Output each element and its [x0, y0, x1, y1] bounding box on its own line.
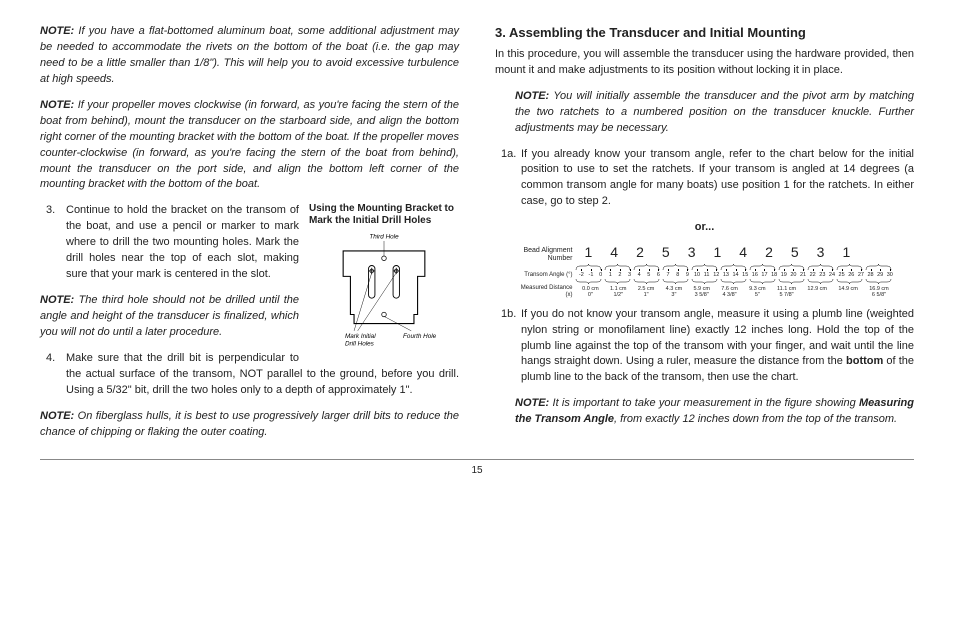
note-b: NOTE: It is important to take your measu…: [495, 396, 914, 428]
page-columns: NOTE: If you have a flat-bottomed alumin…: [40, 24, 914, 460]
note-a: NOTE: You will initially assemble the tr…: [495, 89, 914, 137]
left-column: NOTE: If you have a flat-bottomed alumin…: [40, 24, 459, 451]
right-steps-2: 1b.If you do not know your transom angle…: [495, 307, 914, 387]
intro-para: In this procedure, you will assemble the…: [495, 47, 914, 79]
note-1: NOTE: If you have a flat-bottomed alumin…: [40, 24, 459, 88]
step-3: 3.Continue to hold the bracket on the tr…: [40, 203, 459, 283]
transom-angle-chart: Bead Alignment Number 14253142531 Transo…: [515, 242, 895, 298]
left-steps: 3.Continue to hold the bracket on the tr…: [40, 203, 459, 283]
right-steps: 1a.If you already know your transom angl…: [495, 147, 914, 211]
step-1b: 1b.If you do not know your transom angle…: [495, 307, 914, 387]
note-2: NOTE: If your propeller moves clockwise …: [40, 98, 459, 194]
svg-text:Fourth Hole: Fourth Hole: [403, 333, 437, 340]
right-column: 3. Assembling the Transducer and Initial…: [495, 24, 914, 451]
svg-text:Drill Holes: Drill Holes: [345, 341, 375, 348]
left-steps-cont: 4.Make sure that the drill bit is perpen…: [40, 351, 459, 399]
step-1a: 1a.If you already know your transom angl…: [495, 147, 914, 211]
or-label: or...: [495, 220, 914, 236]
note-4: NOTE: On fiberglass hulls, it is best to…: [40, 409, 459, 441]
page-number: 15: [40, 464, 914, 479]
step-4: 4.Make sure that the drill bit is perpen…: [40, 351, 459, 399]
section-heading: 3. Assembling the Transducer and Initial…: [495, 24, 914, 43]
svg-text:Mark Initial: Mark Initial: [345, 333, 376, 340]
